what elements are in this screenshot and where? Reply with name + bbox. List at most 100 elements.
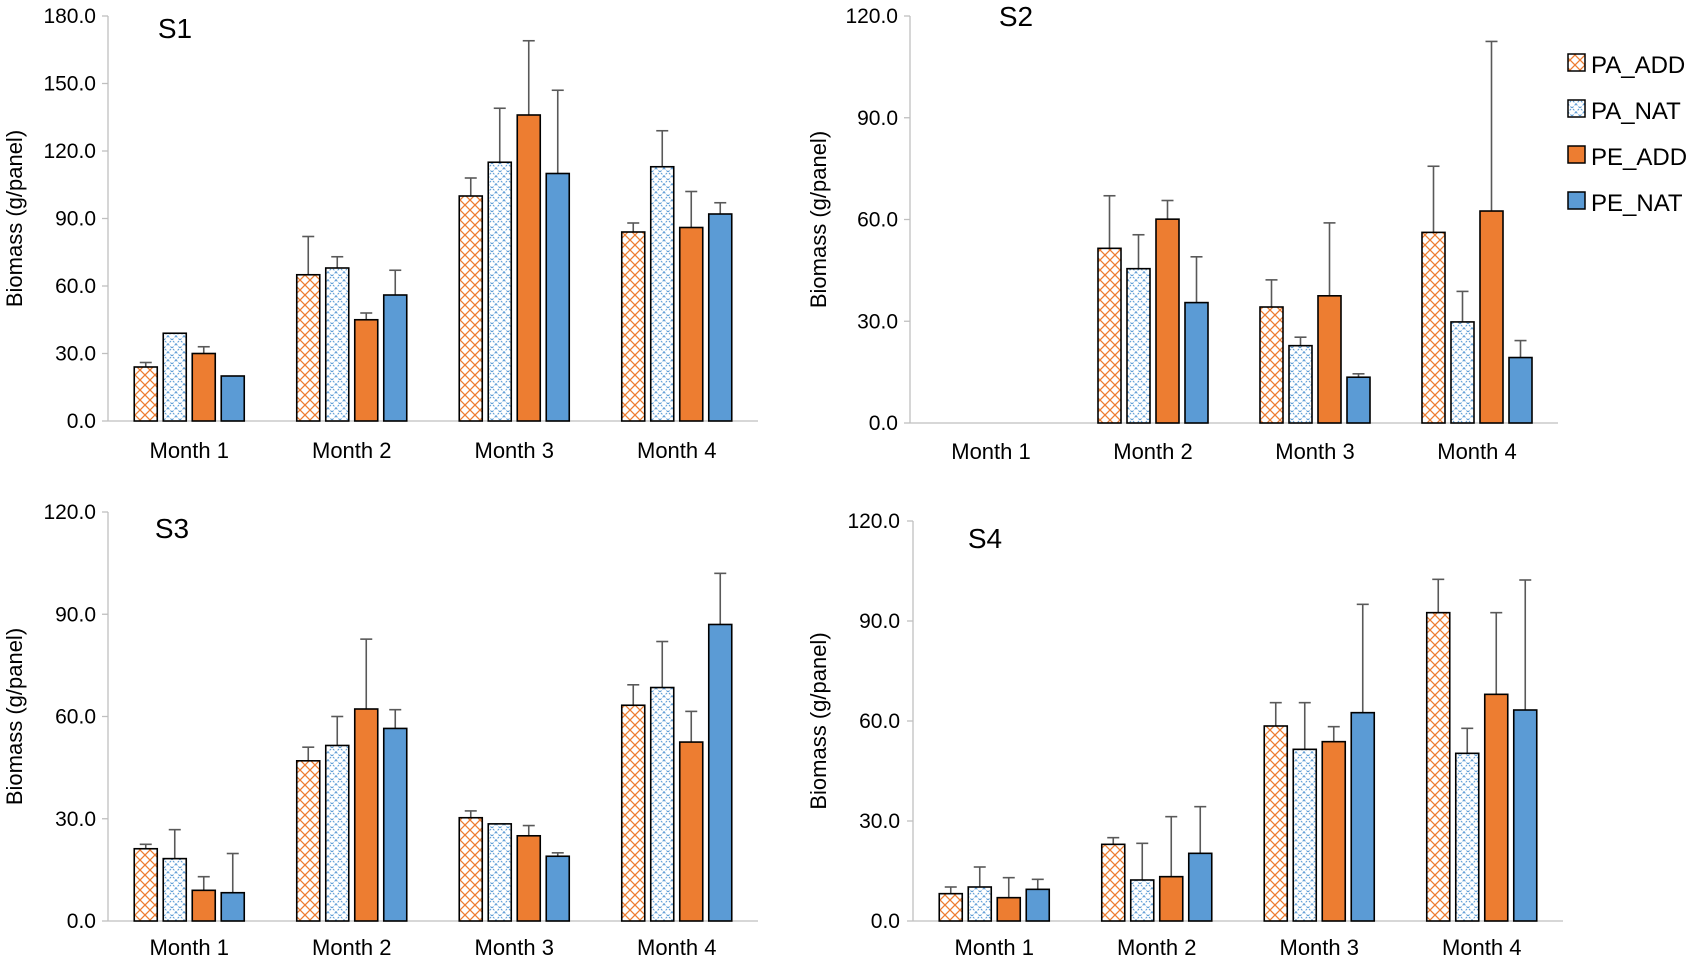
bar-pa-add-month-2 [1097, 247, 1122, 424]
bar-pa-add-month-4 [1425, 611, 1451, 922]
bar-pa-nat-month-3 [1292, 748, 1318, 922]
legend-swatch-pe-add [1567, 145, 1586, 164]
bar-pe-add-month-4 [1483, 693, 1509, 922]
bar-pa-nat-month-1 [162, 857, 188, 922]
x-tick-label: Month 2 [312, 935, 392, 955]
bar-pe-nat-month-2 [1184, 301, 1209, 424]
y-tick-label: 120.0 [43, 140, 96, 163]
bar-pe-add-month-2 [1158, 875, 1184, 922]
panel-title: S1 [158, 13, 192, 44]
bar-pa-add-month-4 [620, 704, 646, 922]
legend-swatch-pe-nat [1567, 191, 1586, 210]
legend-label-pa-add: PA_ADD [1591, 52, 1685, 79]
bar-pe-nat-month-4 [707, 213, 733, 422]
x-tick-label: Month 1 [951, 439, 1031, 464]
y-tick-label: 60.0 [55, 275, 96, 298]
bar-pa-nat-month-2 [324, 267, 350, 422]
legend-swatch-pa-add [1567, 53, 1586, 72]
bar-pa-nat-month-4 [1454, 752, 1480, 922]
y-axis-title: Biomass (g/panel) [806, 131, 831, 308]
bar-pe-nat-month-3 [545, 172, 571, 422]
bar-pa-add-month-3 [458, 816, 484, 922]
bar-pe-nat-month-2 [382, 727, 408, 922]
bar-pe-add-month-1 [996, 896, 1022, 922]
y-tick-label: 30.0 [857, 310, 898, 333]
bar-pa-nat-month-2 [1126, 267, 1151, 424]
bar-pa-nat-month-3 [487, 823, 513, 922]
bar-pa-nat-month-1 [162, 332, 188, 422]
bar-pe-add-month-3 [1321, 740, 1347, 922]
panel-title: S3 [155, 513, 189, 544]
bar-pe-add-month-2 [1155, 218, 1180, 424]
bar-pe-add-month-3 [1317, 295, 1342, 424]
bar-pe-add-month-3 [516, 834, 542, 922]
bar-pa-add-month-3 [1263, 725, 1289, 922]
y-axis-title: Biomass (g/panel) [2, 130, 27, 307]
panel-s3: 0.0 30.0 60.0 90.0 120.0 Month 1 Month 2 Month … [2, 501, 758, 955]
bar-pe-add-month-1 [191, 352, 217, 422]
x-tick-label: Month 2 [312, 438, 392, 463]
bar-pe-nat-month-1 [220, 891, 246, 922]
bar-pe-nat-month-2 [1187, 852, 1213, 922]
y-tick-label: 60.0 [857, 209, 898, 232]
x-tick-label: Month 2 [1117, 935, 1197, 955]
y-tick-label: 0.0 [67, 910, 96, 933]
bar-pe-nat-month-1 [220, 375, 246, 422]
y-tick-label: 90.0 [859, 610, 900, 633]
legend-label-pe-add: PE_ADD [1591, 144, 1687, 171]
bar-pe-nat-month-4 [1508, 356, 1533, 424]
panel-title: S2 [999, 1, 1033, 32]
bar-pa-nat-month-2 [324, 744, 350, 922]
panel-s4: 0.0 30.0 60.0 90.0 120.0 Month 1 Month 2 Month … [806, 510, 1563, 955]
legend-label-pe-nat: PE_NAT [1591, 190, 1683, 217]
y-tick-label: 30.0 [55, 343, 96, 366]
bar-pe-add-month-2 [353, 318, 379, 422]
legend-swatch-pa-nat [1567, 99, 1586, 118]
bar-pa-add-month-1 [133, 847, 159, 922]
bar-pa-add-month-3 [1259, 306, 1284, 424]
bar-pe-add-month-3 [516, 114, 542, 422]
bar-pe-nat-month-3 [1346, 376, 1371, 424]
bar-pa-nat-month-4 [649, 686, 675, 922]
y-tick-label: 0.0 [869, 412, 898, 435]
bar-pe-add-month-1 [191, 889, 217, 922]
panel-s2: 0.0 30.0 60.0 90.0 120.0 Month 1 Month 2 Month … [806, 1, 1558, 464]
x-tick-label: Month 4 [1442, 935, 1522, 955]
y-tick-label: 0.0 [871, 910, 900, 933]
y-tick-label: 120.0 [43, 501, 96, 524]
bar-pe-nat-month-1 [1025, 888, 1051, 922]
y-axis-title: Biomass (g/panel) [806, 632, 831, 809]
bar-pa-nat-month-3 [487, 161, 513, 422]
x-tick-label: Month 3 [1280, 935, 1360, 955]
y-tick-label: 120.0 [847, 510, 900, 533]
x-tick-label: Month 3 [475, 935, 555, 955]
bar-pa-nat-month-4 [1450, 321, 1475, 424]
bar-pa-nat-month-1 [967, 886, 993, 922]
bar-pa-add-month-4 [620, 231, 646, 422]
y-tick-label: 0.0 [67, 410, 96, 433]
y-tick-label: 180.0 [43, 5, 96, 28]
y-tick-label: 90.0 [857, 107, 898, 130]
y-tick-label: 150.0 [43, 73, 96, 96]
bar-pe-add-month-4 [678, 741, 704, 922]
bar-pe-nat-month-4 [707, 623, 733, 922]
bar-pe-add-month-4 [1479, 210, 1504, 424]
legend: PA_ADD PA_NAT PE_ADD PE_NAT [1567, 52, 1687, 217]
x-tick-label: Month 3 [1275, 439, 1355, 464]
x-tick-label: Month 4 [1437, 439, 1517, 464]
bar-pa-add-month-2 [1100, 843, 1126, 922]
bar-pa-add-month-3 [458, 195, 484, 422]
bar-pe-nat-month-3 [545, 855, 571, 922]
bar-pe-add-month-2 [353, 708, 379, 922]
bar-pa-add-month-4 [1421, 231, 1446, 424]
x-tick-label: Month 1 [150, 935, 230, 955]
bar-pe-nat-month-4 [1512, 709, 1538, 922]
panel-title: S4 [968, 523, 1002, 554]
y-tick-label: 60.0 [55, 706, 96, 729]
bar-pa-nat-month-2 [1129, 879, 1155, 922]
y-tick-label: 60.0 [859, 710, 900, 733]
y-tick-label: 30.0 [859, 810, 900, 833]
panel-s1: 0.0 30.0 60.0 90.0 120.0 150.0 180.0 Month 1 Mon… [2, 5, 758, 463]
x-tick-label: Month 4 [637, 935, 717, 955]
